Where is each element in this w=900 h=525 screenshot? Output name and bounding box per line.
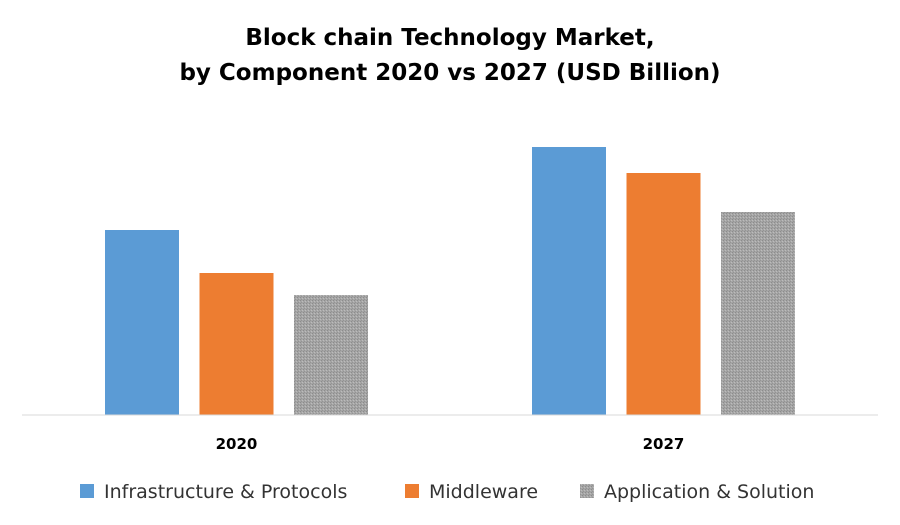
chart-title-line-2: by Component 2020 vs 2027 (USD Billion) — [179, 60, 720, 86]
legend-label-application-solution: Application & Solution — [604, 481, 814, 503]
bar-middleware-2027 — [626, 173, 701, 415]
legend-swatch-application-solution — [580, 484, 594, 498]
legend-swatch-infrastructure-protocols — [80, 484, 94, 498]
bar-infrastructure-protocols-2027 — [532, 147, 606, 415]
x-tick-label-2027: 2027 — [643, 435, 685, 453]
chart-title-line-1: Block chain Technology Market, — [245, 25, 654, 51]
bar-application-solution-2020 — [294, 295, 368, 415]
legend: Infrastructure & Protocols Middleware Appl… — [80, 481, 814, 503]
bars-layer — [105, 147, 795, 415]
bar-infrastructure-protocols-2020 — [105, 230, 179, 415]
legend-label-middleware: Middleware — [429, 481, 538, 503]
x-axis-tick-labels: 2020 2027 — [216, 435, 685, 453]
bar-application-solution-2027 — [721, 212, 795, 415]
bar-middleware-2020 — [199, 273, 274, 415]
legend-swatch-middleware — [405, 484, 419, 498]
legend-label-infrastructure-protocols: Infrastructure & Protocols — [104, 481, 347, 503]
x-tick-label-2020: 2020 — [216, 435, 258, 453]
